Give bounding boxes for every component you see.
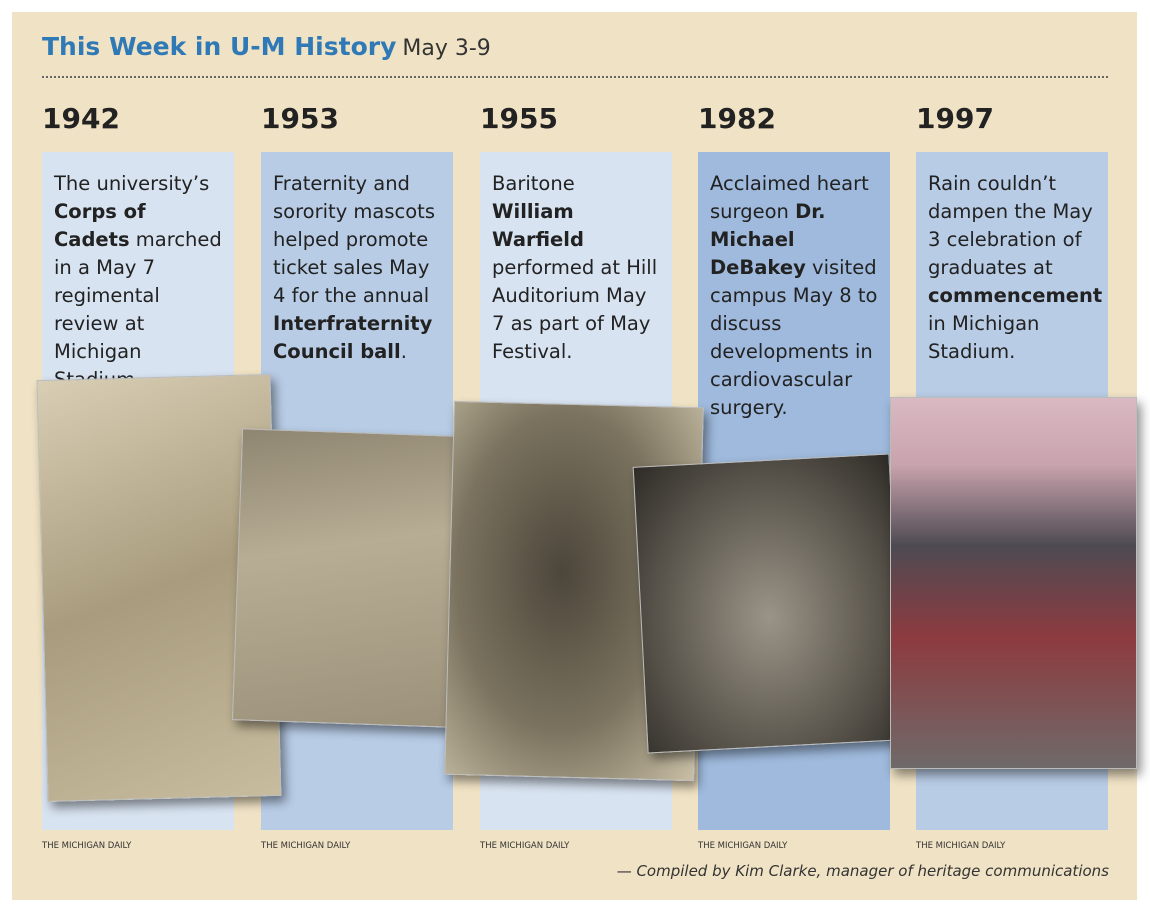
text: The university’s [54,172,210,195]
text: marched in a May 7 regimental review at … [54,228,222,391]
title-text: This Week in U-M History [42,32,397,61]
year: 1955 [480,102,558,135]
photo-credit: THE MICHIGAN DAILY [698,841,788,851]
text-bold: Interfraternity Council ball [273,312,433,363]
infographic: This Week in U-M History May 3-9 1942 The … [12,12,1137,900]
text: Baritone [492,172,575,195]
year: 1982 [698,102,776,135]
dotted-rule [42,76,1108,78]
photo-credit: THE MICHIGAN DAILY [480,841,570,851]
text-bold: commencement [928,284,1103,307]
year: 1953 [261,102,339,135]
year: 1997 [916,102,994,135]
text: performed at Hill Auditorium May 7 as pa… [492,256,658,363]
footer-credit: — Compiled by Kim Clarke, manager of her… [616,862,1109,880]
text-bold: William Warfield [492,200,584,251]
dates: May 3-9 [402,36,491,61]
photo-mascot [231,428,460,728]
year: 1942 [42,102,120,135]
photo-debakey [632,453,905,754]
text: Rain couldn’t dampen the May 3 celebrati… [928,172,1093,279]
photo-credit: THE MICHIGAN DAILY [42,841,132,851]
text: Acclaimed heart surgeon [710,172,869,223]
title: This Week in U-M History May 3-9 [42,32,491,61]
text-bold: Dr. Michael DeBakey [710,200,826,279]
text-bold: Corps of Cadets [54,200,146,251]
photo-credit: THE MICHIGAN DAILY [261,841,351,851]
photo-commencement [890,397,1137,769]
photo-credit: THE MICHIGAN DAILY [916,841,1006,851]
text: visited campus May 8 to discuss developm… [710,256,878,419]
text: . [400,340,407,363]
text: in Michigan Stadium. [928,312,1040,363]
text: Fraternity and sorority mascots helped p… [273,172,435,307]
